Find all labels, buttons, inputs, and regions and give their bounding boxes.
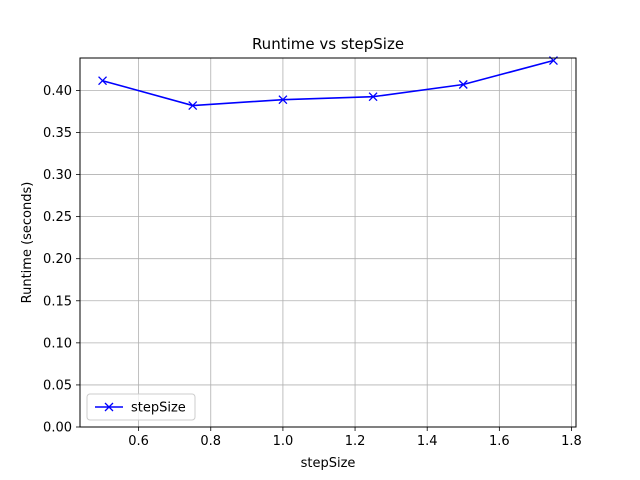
data-point-marker xyxy=(188,101,198,111)
data-point-marker xyxy=(98,76,108,86)
series-line xyxy=(102,59,554,107)
y-tick-label: 0.05 xyxy=(43,378,72,393)
x-tick-label: 0.6 xyxy=(128,434,149,449)
x-tick-label: 1.6 xyxy=(489,434,510,449)
legend-box xyxy=(86,393,196,421)
ticks: 0.6 0.8 1.0 1.2 1.4 1.6 1.8 0.00 0.05 0.10 0.15 0.2… xyxy=(43,84,582,449)
legend: stepSize xyxy=(86,393,196,421)
data-point-marker xyxy=(278,95,288,105)
x-tick-label: 0.8 xyxy=(200,434,221,449)
y-tick-label: 0.10 xyxy=(43,336,72,351)
data-point-marker xyxy=(458,80,468,89)
chart-title: Runtime vs stepSize xyxy=(252,35,404,53)
x-axis-label: stepSize xyxy=(301,456,356,471)
y-tick-label: 0.25 xyxy=(43,210,72,225)
y-tick-label: 0.40 xyxy=(43,84,72,99)
data-point-marker xyxy=(368,92,378,102)
y-tick-label: 0.00 xyxy=(43,421,72,436)
legend-marker xyxy=(104,402,114,412)
y-tick-label: 0.20 xyxy=(43,252,72,267)
y-axis-label: Runtime (seconds) xyxy=(20,182,35,304)
y-tick-label: 0.35 xyxy=(43,126,72,141)
x-tick-label: 1.8 xyxy=(561,434,582,449)
y-tick-label: 0.30 xyxy=(43,168,72,183)
x-tick-label: 1.4 xyxy=(417,434,438,449)
x-tick-label: 1.2 xyxy=(345,434,366,449)
y-tick-label: 0.15 xyxy=(43,294,72,309)
legend-label: stepSize xyxy=(131,401,186,416)
plot-frame xyxy=(79,57,577,428)
x-tick-label: 1.0 xyxy=(273,434,294,449)
